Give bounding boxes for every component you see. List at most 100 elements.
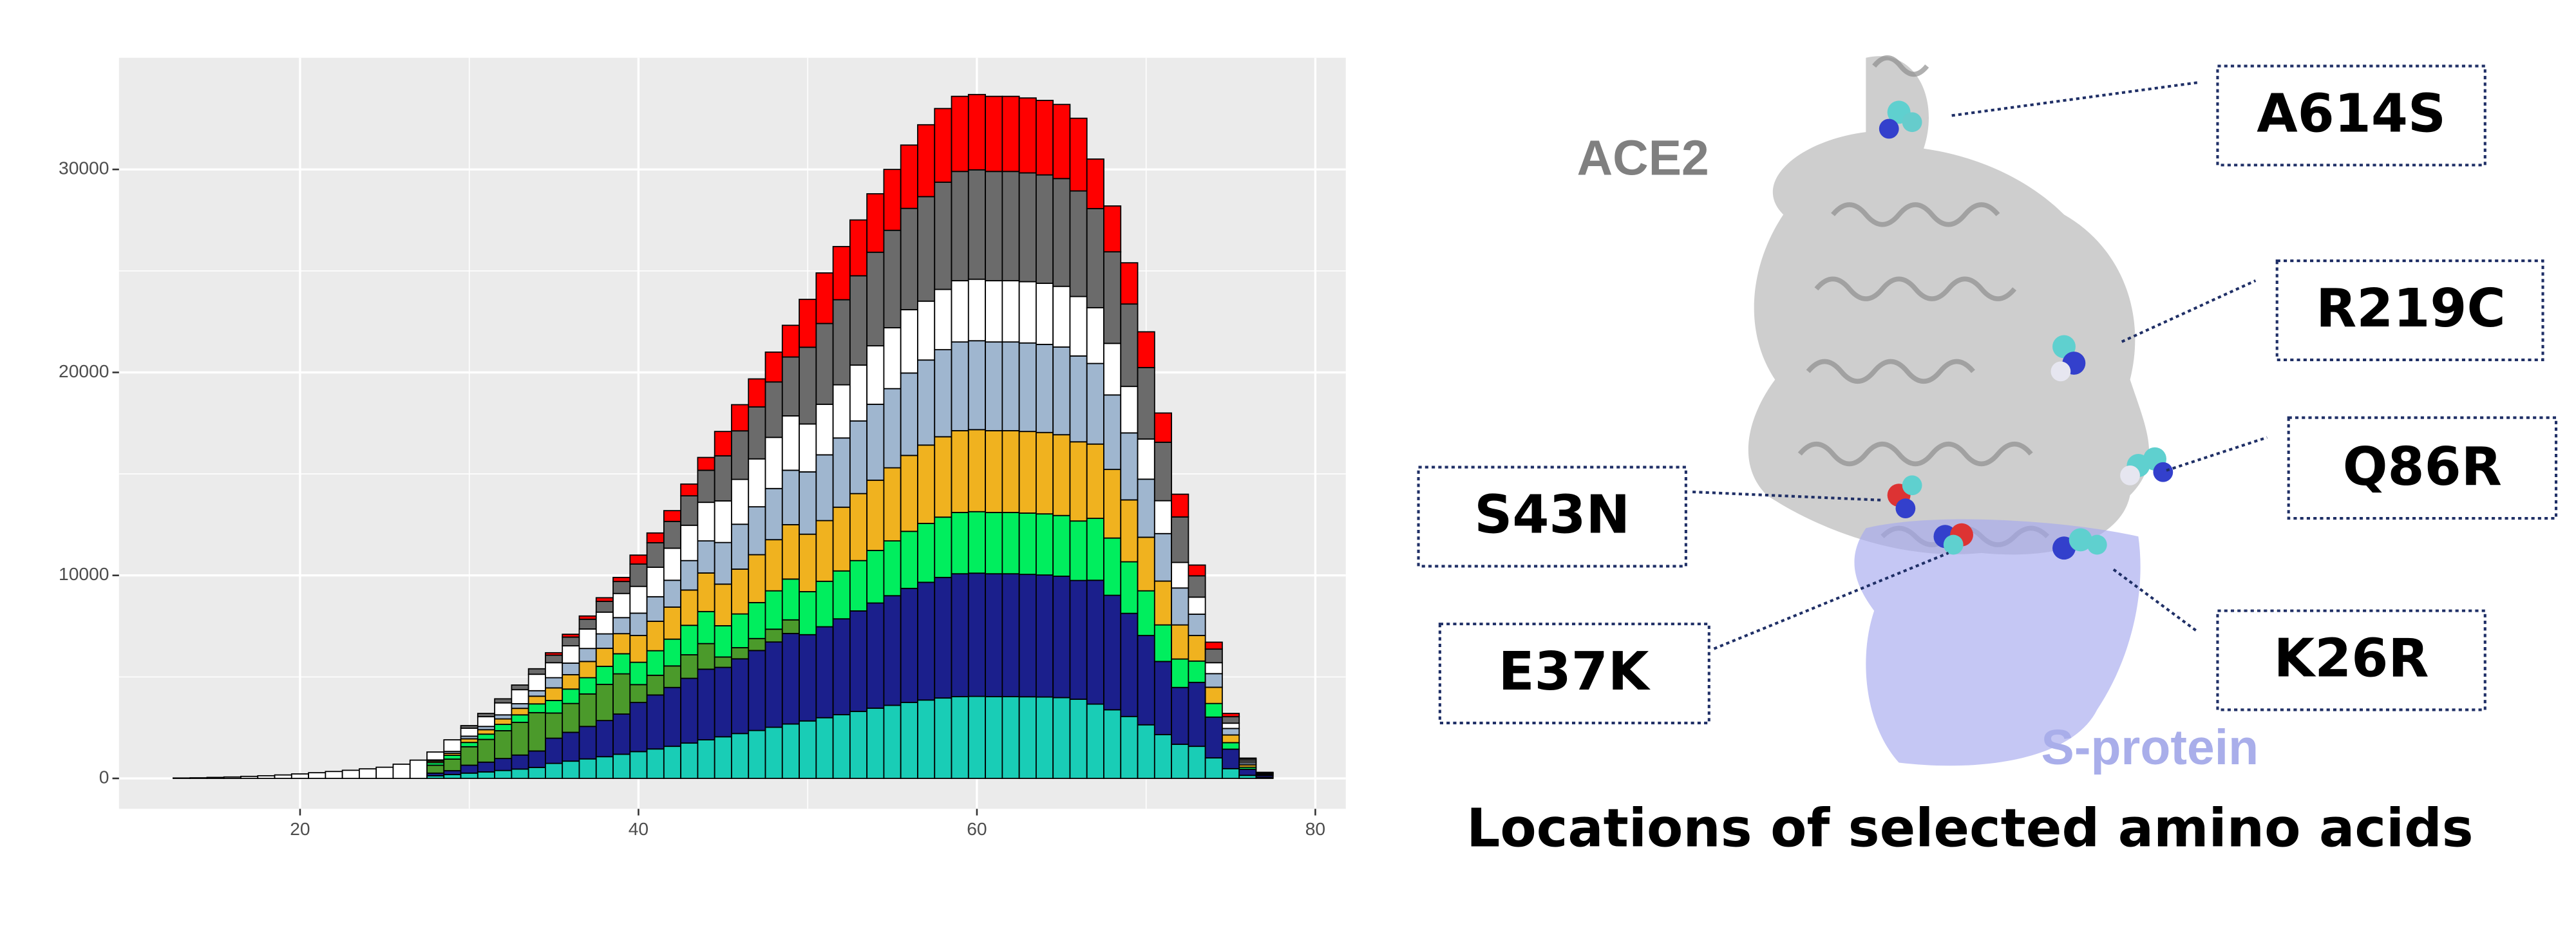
bar-segment bbox=[764, 726, 783, 779]
bar-segment bbox=[1153, 500, 1173, 534]
bar-segment bbox=[967, 572, 986, 697]
bar-segment bbox=[714, 656, 732, 668]
bar-segment bbox=[240, 775, 259, 779]
bar-segment bbox=[951, 280, 969, 343]
bar-segment bbox=[595, 601, 614, 613]
bar-segment bbox=[527, 703, 546, 713]
bar-segment bbox=[1103, 343, 1122, 396]
bar-segment bbox=[1086, 158, 1104, 209]
bar-segment bbox=[714, 736, 732, 779]
bar-segment bbox=[545, 654, 564, 664]
bar-segment bbox=[477, 713, 496, 718]
bar-segment bbox=[1103, 251, 1122, 344]
mutation-box bbox=[2216, 64, 2486, 167]
bar-segment bbox=[1120, 499, 1139, 563]
bar-segment bbox=[1222, 716, 1240, 724]
x-tick-label: 20 bbox=[290, 818, 310, 839]
ace2-cartoon bbox=[1748, 56, 2150, 555]
bar-segment bbox=[815, 454, 834, 522]
bar-segment bbox=[917, 300, 936, 361]
bar-segment bbox=[562, 760, 580, 779]
bar-segment bbox=[967, 695, 986, 779]
bar-segment bbox=[900, 455, 918, 532]
bar-segment bbox=[815, 626, 834, 719]
bar-segment bbox=[545, 700, 564, 714]
bar-segment bbox=[866, 404, 885, 481]
bar-segment bbox=[934, 576, 952, 699]
bar-segment bbox=[748, 406, 766, 460]
bar-segment bbox=[1052, 346, 1071, 436]
bar-segment bbox=[917, 523, 936, 583]
protein-label: ACE2 bbox=[1577, 131, 1709, 186]
bar-segment bbox=[290, 773, 309, 779]
bar-segment bbox=[1001, 430, 1020, 513]
bar-segment bbox=[1086, 362, 1104, 445]
bar-segment bbox=[680, 524, 699, 561]
bar-segment bbox=[781, 619, 800, 634]
bar-segment bbox=[511, 714, 529, 723]
bar-segment bbox=[646, 694, 665, 750]
bar-segment bbox=[1103, 709, 1122, 779]
bar-segment bbox=[629, 661, 648, 686]
bar-segment bbox=[494, 758, 513, 771]
bar-segment bbox=[815, 717, 834, 779]
bar-segment bbox=[1137, 331, 1155, 368]
bar-segment bbox=[748, 554, 766, 603]
bar-segment bbox=[1222, 742, 1240, 750]
bar-segment bbox=[1137, 366, 1155, 440]
bar-segment bbox=[883, 704, 902, 779]
y-tick-label: 10000 bbox=[59, 563, 109, 584]
bar-segment bbox=[527, 695, 546, 705]
bar-segment bbox=[849, 493, 868, 561]
bar-segment bbox=[1222, 748, 1240, 769]
bar-segment bbox=[883, 229, 902, 328]
bar-segment bbox=[951, 573, 969, 697]
bar-segment bbox=[764, 381, 783, 438]
bar-segment bbox=[1069, 579, 1088, 700]
bar-segment bbox=[883, 540, 902, 597]
bar-segment bbox=[934, 436, 952, 518]
bar-segment bbox=[460, 725, 478, 729]
bar-segment bbox=[799, 533, 817, 592]
bar-segment bbox=[1001, 171, 1020, 281]
bar-segment bbox=[443, 774, 462, 779]
bar-segment bbox=[883, 327, 902, 390]
y-tick-label: 0 bbox=[99, 766, 109, 787]
bar-segment bbox=[1222, 767, 1240, 779]
bar-segment bbox=[1171, 658, 1189, 688]
bar-segment bbox=[849, 219, 868, 277]
bar-segment bbox=[1153, 532, 1173, 582]
bar-segment bbox=[680, 742, 699, 779]
bar-segment bbox=[1018, 342, 1037, 433]
bar-segment bbox=[1018, 513, 1037, 576]
bar-segment bbox=[477, 771, 496, 779]
bar-segment bbox=[1222, 713, 1240, 718]
bar-segment bbox=[815, 272, 834, 324]
bar-segment bbox=[426, 751, 445, 761]
bar-segment bbox=[866, 345, 885, 405]
bar-segment bbox=[612, 713, 631, 755]
bar-segment bbox=[1103, 469, 1122, 539]
bar-segment bbox=[697, 668, 715, 740]
bar-segment bbox=[1052, 576, 1071, 699]
bar-segment bbox=[1036, 283, 1054, 345]
bar-segment bbox=[1069, 699, 1088, 779]
bar-segment bbox=[511, 703, 529, 710]
bar-segment bbox=[714, 455, 732, 502]
bar-segment bbox=[1018, 696, 1037, 779]
bar-segment bbox=[595, 756, 614, 779]
bar-segment bbox=[697, 502, 715, 542]
bar-segment bbox=[866, 193, 885, 253]
bar-segment bbox=[697, 572, 715, 612]
bar-segment bbox=[985, 573, 1003, 697]
bar-segment bbox=[426, 764, 445, 774]
bar-segment bbox=[595, 611, 614, 635]
bar-segment bbox=[1153, 412, 1173, 443]
bar-segment bbox=[1188, 614, 1206, 636]
bar-segment bbox=[748, 506, 766, 556]
bar-segment bbox=[1086, 579, 1104, 705]
bar-segment bbox=[1069, 117, 1088, 192]
bar-segment bbox=[917, 581, 936, 701]
